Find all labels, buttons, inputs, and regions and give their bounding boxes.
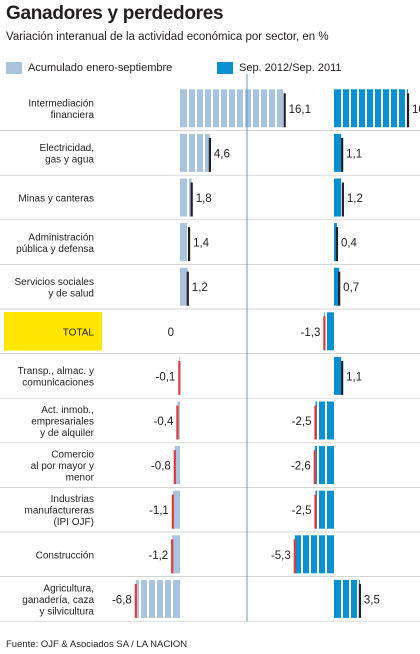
category-label: Agricultura,: [43, 583, 94, 594]
chart-subtitle: Variación interanual de la actividad eco…: [6, 31, 329, 43]
bar: [180, 267, 188, 306]
category-label: menor: [66, 473, 95, 484]
value-label: -5,3: [271, 550, 291, 562]
category-label: y de alquiler: [40, 428, 95, 439]
category-label: Act. inmob.,: [41, 405, 94, 416]
value-label: -2,5: [292, 416, 312, 428]
category-label: Electricidad,: [40, 143, 94, 154]
value-label: 1,1: [346, 148, 362, 160]
value-label: 3,5: [364, 594, 380, 606]
category-label: Transp., almac. y: [18, 366, 94, 377]
category-label: Administración: [28, 232, 94, 243]
legend-item-september: Sep. 2012/Sep. 2011: [217, 62, 342, 74]
source-note: Fuente: OJF & Asociados SA / LA NACION: [6, 639, 188, 650]
value-label: -1,1: [149, 505, 169, 517]
bar: [172, 535, 180, 574]
category-label: ganadería, caza: [22, 595, 94, 606]
bar: [324, 312, 334, 351]
value-label: -1,2: [148, 550, 168, 562]
category-label: comunicaciones: [22, 378, 94, 389]
category-label: Intermediación: [28, 99, 94, 110]
category-label: Servicios sociales: [15, 277, 94, 288]
value-label: 10: [412, 104, 420, 116]
bar: [177, 401, 180, 440]
legend-swatch-september: [217, 62, 233, 74]
value-label: 1,4: [193, 238, 210, 250]
category-label: pública y defensa: [16, 244, 94, 255]
legend-label-september: Sep. 2012/Sep. 2011: [239, 62, 342, 74]
value-label: 1,1: [346, 371, 362, 383]
category-label: manufactureras: [25, 506, 94, 517]
bar: [172, 490, 180, 529]
bar: [334, 267, 340, 306]
value-label: 0,7: [343, 282, 359, 294]
value-label: -0,8: [151, 461, 171, 473]
chart-title: Ganadores y perdedores: [6, 3, 224, 24]
bar: [180, 178, 192, 217]
value-label: -0,1: [156, 371, 176, 383]
bar: [334, 89, 408, 128]
bar: [334, 579, 360, 618]
legend-swatch-accumulated: [6, 62, 22, 74]
category-label: empresariales: [31, 417, 94, 428]
bar: [314, 446, 334, 485]
bar: [315, 490, 334, 529]
category-label: y de salud: [48, 288, 94, 299]
bar: [180, 223, 190, 262]
value-label: -2,5: [292, 505, 312, 517]
value-label: -6,8: [112, 594, 132, 606]
bar: [180, 133, 210, 172]
category-label: Comercio: [51, 450, 94, 461]
bar: [174, 446, 180, 485]
value-label: 16,1: [289, 104, 311, 116]
category-label: al por mayor y: [31, 461, 94, 472]
category-label: y silvicultura: [40, 606, 95, 617]
category-label: financiera: [51, 110, 95, 121]
category-label: Construcción: [36, 550, 94, 561]
category-label: (IPI OJF): [53, 517, 94, 528]
bar: [334, 178, 343, 217]
bar: [294, 535, 334, 574]
category-label: Industrias: [51, 494, 94, 505]
legend-label-accumulated: Acumulado enero-septiembre: [28, 62, 173, 74]
bar: [334, 133, 343, 172]
bar: [315, 401, 334, 440]
value-label: 4,6: [214, 148, 230, 160]
bar: [334, 223, 337, 262]
bar: [334, 356, 343, 395]
total-highlight: [4, 312, 102, 351]
value-label: 1,2: [347, 193, 363, 205]
value-label: -0,4: [154, 416, 174, 428]
legend-item-accumulated: Acumulado enero-septiembre: [6, 62, 172, 74]
value-label: 1,2: [192, 282, 208, 294]
value-label: -1,3: [301, 327, 321, 339]
category-label: Minas y canteras: [18, 194, 94, 205]
bar: [135, 579, 180, 618]
value-label: 1,8: [196, 193, 212, 205]
category-label: TOTAL: [63, 327, 95, 338]
value-label: 0,4: [341, 238, 358, 250]
category-label: gas y agua: [45, 155, 94, 166]
value-label: -2,6: [291, 461, 311, 473]
value-label: 0: [168, 327, 174, 339]
